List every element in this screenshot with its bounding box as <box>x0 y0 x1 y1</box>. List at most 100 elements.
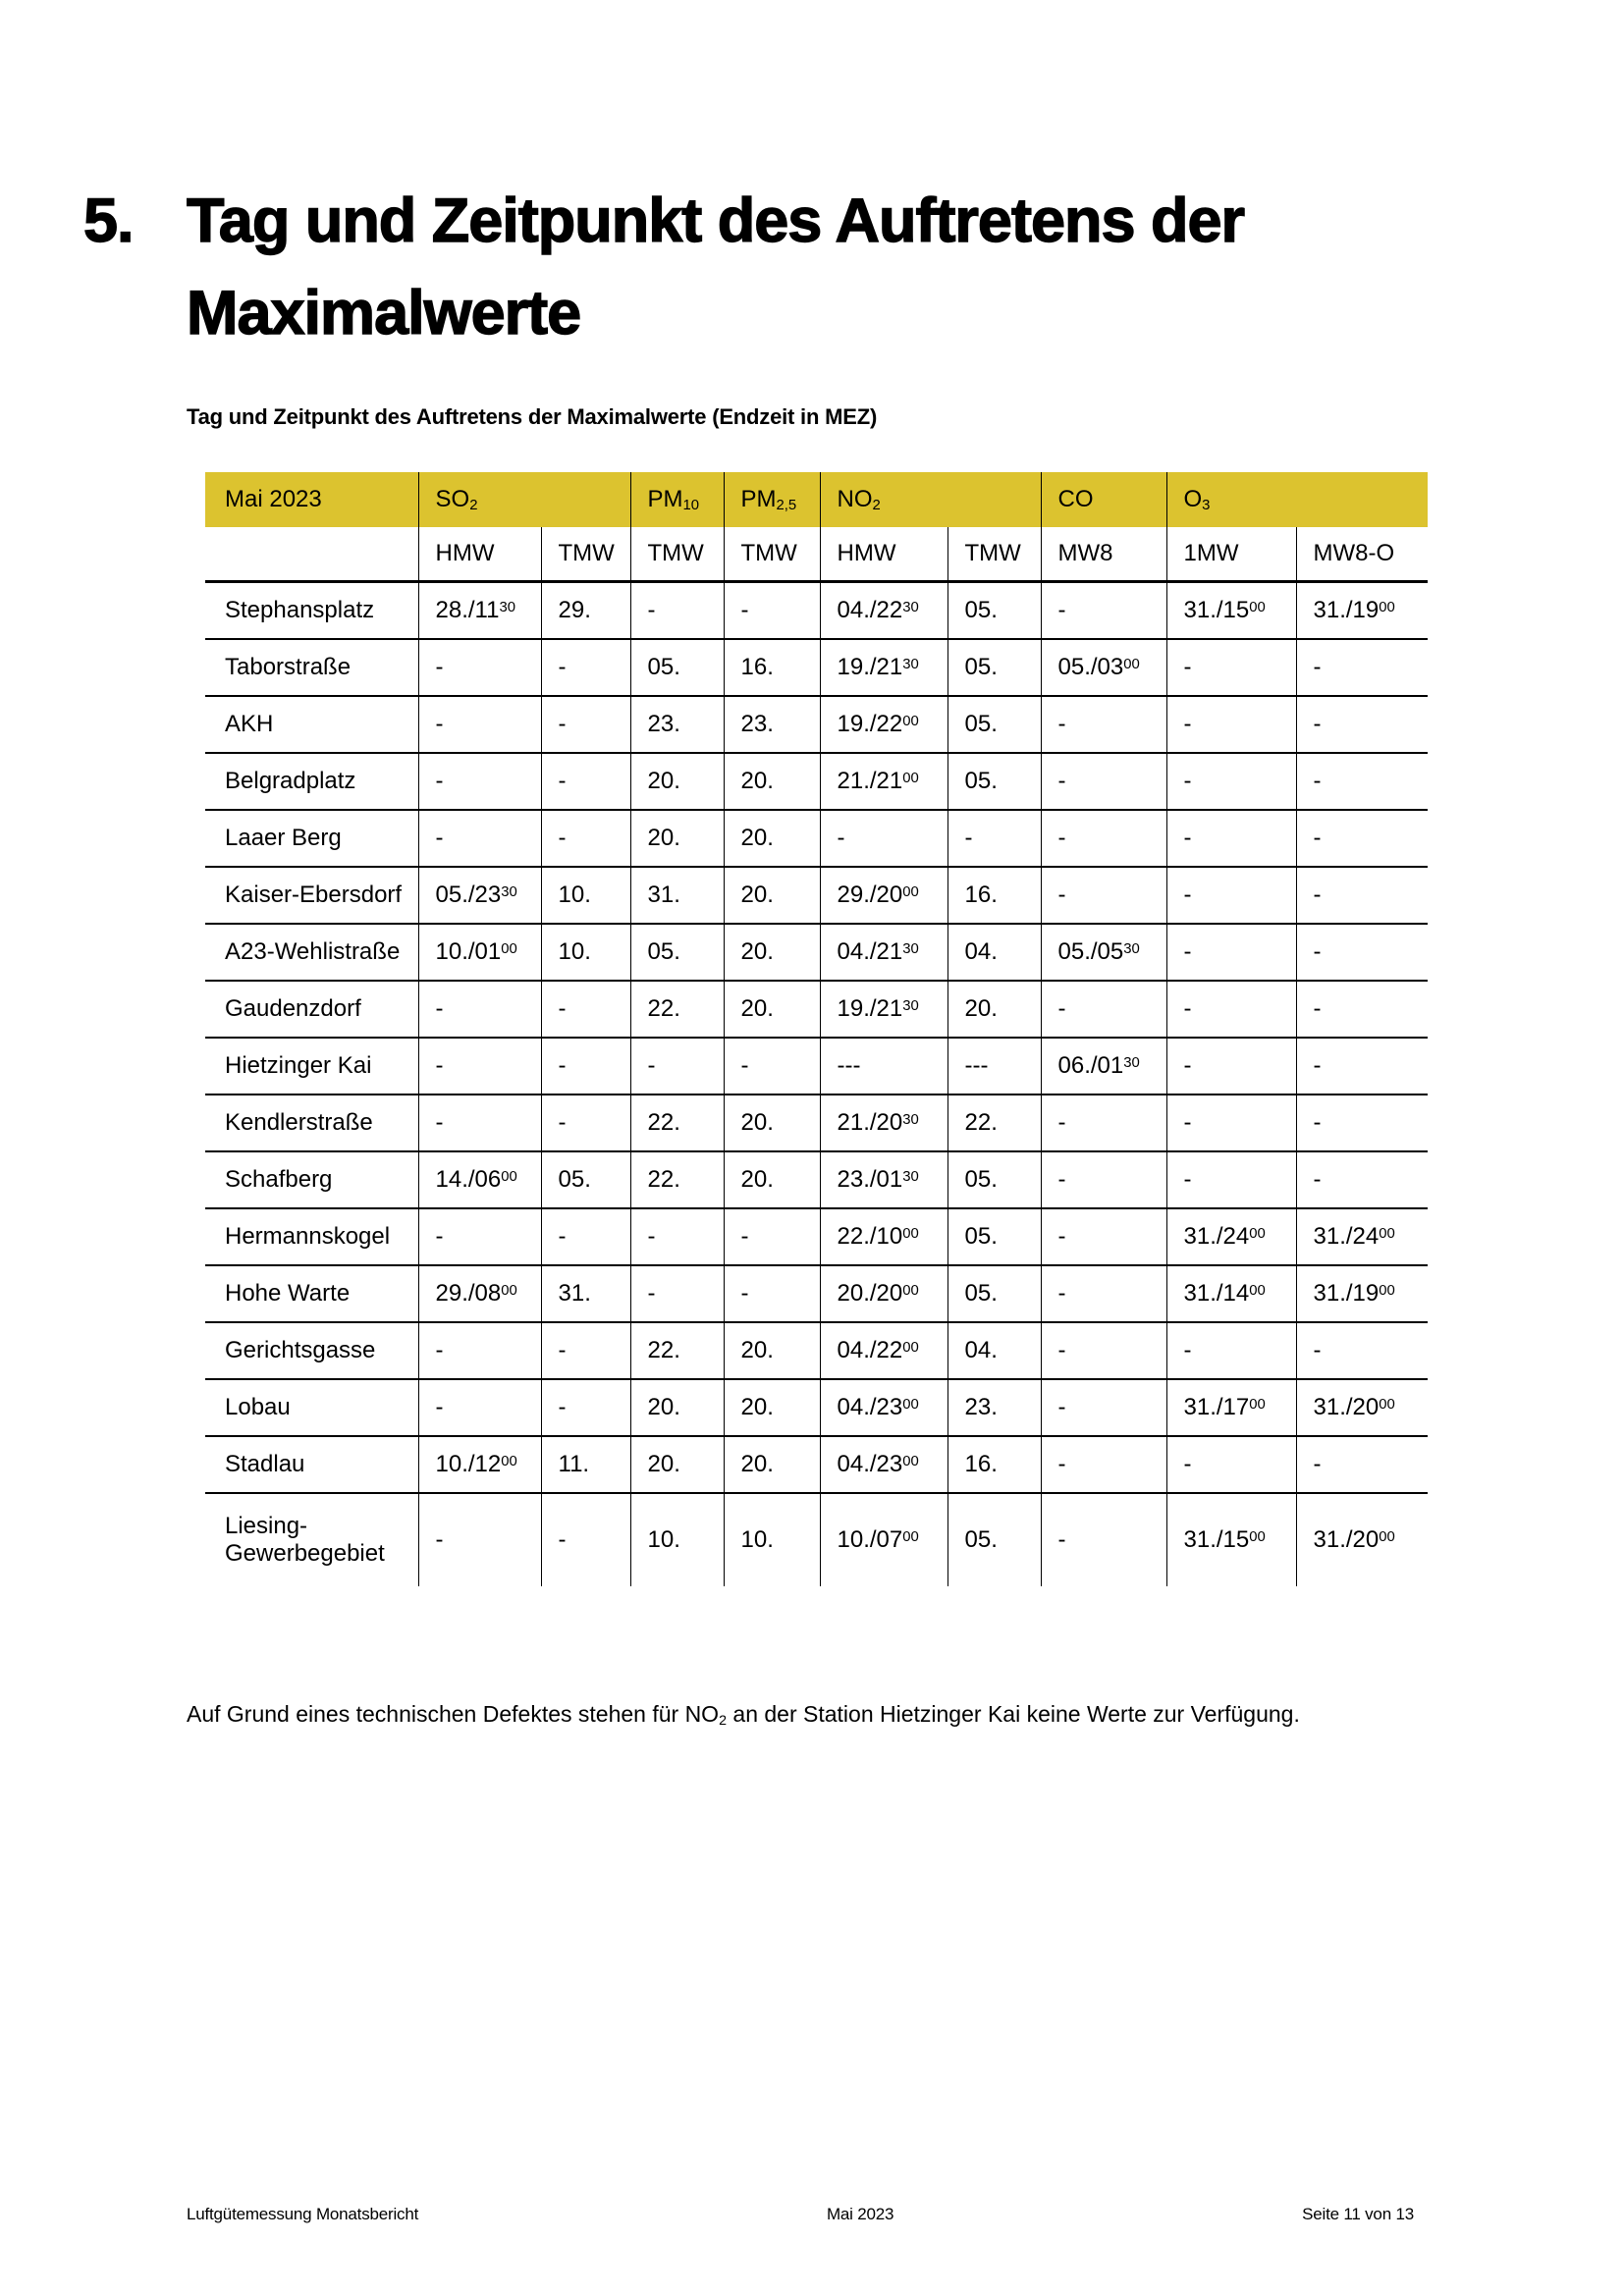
value-cell: 04./2200 <box>819 1322 947 1380</box>
value-cell: 31./1900 <box>1295 581 1429 640</box>
station-cell: Belgradplatz <box>205 753 418 811</box>
pollutant-group-so2: SO2 <box>417 472 630 527</box>
value-cell: - <box>723 1038 820 1095</box>
value-cell: 05./0530 <box>1040 924 1166 982</box>
value-cell: - <box>723 1208 820 1266</box>
value-cell: 29. <box>540 581 630 640</box>
station-cell: Hietzinger Kai <box>205 1038 418 1095</box>
station-cell: Laaer Berg <box>205 810 418 868</box>
value-cell: - <box>629 1265 724 1323</box>
value-cell: 31./1900 <box>1295 1265 1429 1323</box>
value-cell: 05. <box>947 581 1041 640</box>
value-cell: 19./2130 <box>819 639 947 697</box>
value-cell: 19./2200 <box>819 696 947 754</box>
footer-period: Mai 2023 <box>826 2205 894 2223</box>
value-cell: 10. <box>629 1493 724 1586</box>
value-cell: - <box>417 1493 541 1586</box>
value-cell: 23./0130 <box>819 1151 947 1209</box>
value-cell: 31./2400 <box>1295 1208 1429 1266</box>
value-cell: - <box>1165 639 1296 697</box>
value-cell: 21./2030 <box>819 1095 947 1152</box>
metric-header-cell: MW8 <box>1040 527 1166 583</box>
value-cell: - <box>417 753 541 811</box>
value-cell: 20. <box>629 810 724 868</box>
pollutant-header-row: Mai 2023 SO2 PM10 PM2,5 NO2 CO O3 <box>205 472 1429 527</box>
maxima-table-body: Stephansplatz 28./1130 29. - -04./2230 05. -31… <box>205 581 1429 1586</box>
value-cell: 21./2100 <box>819 753 947 811</box>
value-cell: - <box>417 810 541 868</box>
value-cell: - <box>1165 924 1296 982</box>
value-cell: 16. <box>947 867 1041 925</box>
value-cell: 31./1500 <box>1165 1493 1296 1586</box>
value-cell: - <box>540 696 630 754</box>
value-cell: 31./1400 <box>1165 1265 1296 1323</box>
footer-page-number: Seite 11 von 13 <box>1302 2205 1414 2223</box>
value-cell: - <box>540 753 630 811</box>
value-cell: 22. <box>629 1095 724 1152</box>
value-cell: - <box>1040 1436 1166 1494</box>
value-cell: 22./1000 <box>819 1208 947 1266</box>
value-cell: - <box>540 1038 630 1095</box>
value-cell: - <box>1040 1095 1166 1152</box>
value-cell: 10. <box>723 1493 820 1586</box>
value-cell: 20. <box>723 1151 820 1209</box>
value-cell: 10./0700 <box>819 1493 947 1586</box>
value-cell: - <box>1040 981 1166 1039</box>
value-cell: - <box>540 1208 630 1266</box>
value-cell: - <box>1040 581 1166 640</box>
value-cell: - <box>1040 1151 1166 1209</box>
station-cell: Gaudenzdorf <box>205 981 418 1039</box>
value-cell: 20. <box>723 1095 820 1152</box>
value-cell: - <box>1040 810 1166 868</box>
metric-header-cell: 1MW <box>1165 527 1296 583</box>
value-cell: 04./2130 <box>819 924 947 982</box>
value-cell: - <box>1165 1436 1296 1494</box>
pollutant-group-pm25: PM2,5 <box>723 472 820 527</box>
value-cell: - <box>540 639 630 697</box>
table-row: Hermannskogel - - - -22./1000 05. -31./2400 31.… <box>205 1208 1429 1266</box>
value-cell: 31./1500 <box>1165 581 1296 640</box>
value-cell: 16. <box>947 1436 1041 1494</box>
station-cell: Gerichtsgasse <box>205 1322 418 1380</box>
value-cell: 20. <box>723 810 820 868</box>
value-cell: 06./0130 <box>1040 1038 1166 1095</box>
value-cell: 22. <box>629 1322 724 1380</box>
value-cell: 20. <box>723 924 820 982</box>
table-row: Stephansplatz 28./1130 29. - -04./2230 05. -31… <box>205 581 1429 640</box>
value-cell: - <box>417 981 541 1039</box>
value-cell: 04./2230 <box>819 581 947 640</box>
table-caption: Tag und Zeitpunkt des Auftretens der Max… <box>187 404 878 429</box>
table-row: Taborstraße - -05. 16. 19./2130 05. 05./0300- - <box>205 639 1429 697</box>
value-cell: 20. <box>723 1322 820 1380</box>
value-cell: 20. <box>629 753 724 811</box>
value-cell: 20. <box>723 1436 820 1494</box>
value-cell: 29./2000 <box>819 867 947 925</box>
value-cell: 05. <box>947 696 1041 754</box>
value-cell: 22. <box>629 981 724 1039</box>
value-cell: - <box>1295 639 1429 697</box>
table-row: Lobau - -20. 20. 04./2300 23. -31./1700 31./200… <box>205 1379 1429 1437</box>
value-cell: - <box>1295 1038 1429 1095</box>
value-cell: - <box>1165 1038 1296 1095</box>
value-cell: - <box>1295 867 1429 925</box>
value-cell: 20. <box>629 1379 724 1437</box>
table-row: Laaer Berg - -20. 20. - - - - - <box>205 810 1429 868</box>
station-cell: Hohe Warte <box>205 1265 418 1323</box>
station-cell: A23-Wehlistraße <box>205 924 418 982</box>
metric-header-cell: TMW <box>947 527 1041 583</box>
metric-header-cell: TMW <box>540 527 630 583</box>
value-cell: --- <box>947 1038 1041 1095</box>
value-cell: - <box>1165 1095 1296 1152</box>
value-cell: - <box>1040 696 1166 754</box>
metric-header-cell: HMW <box>819 527 947 583</box>
value-cell: - <box>540 981 630 1039</box>
value-cell: 23. <box>723 696 820 754</box>
station-cell: Taborstraße <box>205 639 418 697</box>
value-cell: - <box>417 639 541 697</box>
table-row: Kendlerstraße - -22. 20. 21./2030 22. - - - <box>205 1095 1429 1152</box>
page-footer: Luftgütemessung Monatsbericht Mai 2023 S… <box>187 2205 1414 2224</box>
value-cell: 22. <box>947 1095 1041 1152</box>
value-cell: 20. <box>723 981 820 1039</box>
metric-header-cell: TMW <box>723 527 820 583</box>
station-cell: Liesing-Gewerbegebiet <box>225 1513 385 1567</box>
